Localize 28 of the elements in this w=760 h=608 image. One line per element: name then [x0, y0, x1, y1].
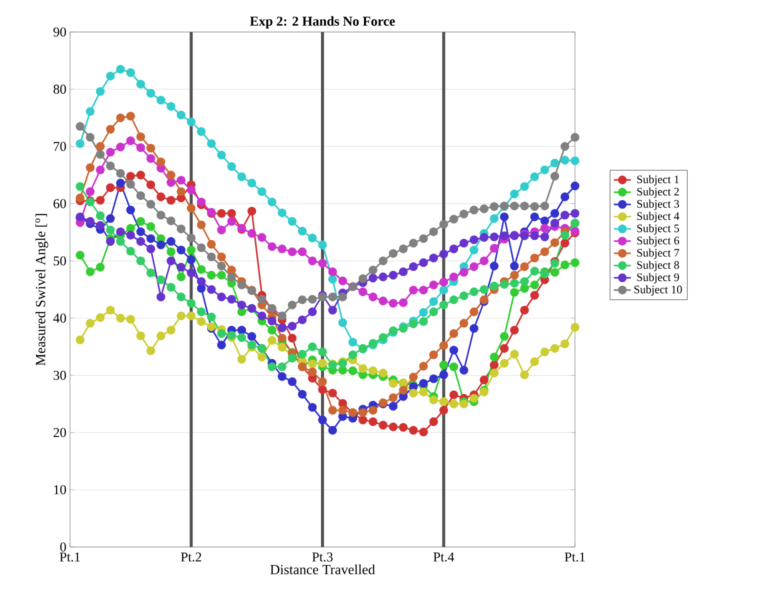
- x-tick-label: Pt.2: [180, 552, 202, 562]
- legend-label: Subject 2: [637, 187, 679, 198]
- legend-label: Subject 7: [637, 248, 680, 259]
- y-tick-label: 40: [53, 314, 66, 323]
- y-tick-label: 60: [54, 199, 66, 208]
- legend-label: Subject 3: [637, 200, 680, 210]
- legend-label: Subject 9: [637, 273, 679, 284]
- legend-label: Subject 10: [634, 285, 682, 296]
- y-tick-label: 90: [53, 27, 66, 37]
- legend-label: Subject 4: [637, 212, 680, 222]
- legend-label: Subject 6: [637, 236, 680, 247]
- y-axis-title: Measured Swivel Angle [$^{o}$]: [35, 214, 48, 366]
- x-tick-label: Pt.1: [564, 552, 585, 562]
- x-axis-title: Distance Travelled: [270, 564, 375, 574]
- y-tick-label: 50: [54, 256, 66, 266]
- y-tick-label: 30: [54, 370, 66, 380]
- legend-label: Subject 1: [637, 175, 679, 186]
- y-tick-label: 80: [54, 84, 66, 94]
- x-tick-label: Pt.3: [312, 552, 333, 562]
- y-tick-label: 10: [54, 485, 66, 494]
- x-tick-label: Pt.1: [60, 552, 80, 562]
- y-tick-label: 0: [60, 542, 66, 552]
- y-tick-label: 20: [54, 428, 66, 438]
- legend-label: Subject 8: [637, 260, 680, 272]
- legend-label: Subject 5: [637, 224, 680, 235]
- chart-title: Exp 2: 2 Hands No Force: [250, 16, 395, 28]
- x-tick-label: Pt.4: [433, 552, 454, 562]
- y-tick-label: 70: [54, 142, 66, 151]
